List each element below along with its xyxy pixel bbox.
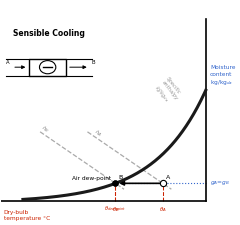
Text: $\theta_{dew\ point}$: $\theta_{dew\ point}$ [104, 205, 127, 215]
Text: B: B [119, 175, 123, 180]
Text: Moisture
content
kg/kg$_{da}$: Moisture content kg/kg$_{da}$ [210, 65, 236, 88]
Circle shape [39, 61, 56, 74]
Text: $h_A$: $h_A$ [92, 127, 104, 139]
Text: A: A [166, 175, 170, 180]
Text: Air dew-point: Air dew-point [72, 176, 111, 181]
Text: $h_B$: $h_B$ [39, 123, 51, 135]
Text: $g_A$=$g_B$: $g_A$=$g_B$ [210, 179, 230, 187]
Text: $\theta_A$: $\theta_A$ [159, 205, 167, 214]
Text: B: B [92, 60, 95, 65]
Text: Sensible Cooling: Sensible Cooling [13, 29, 85, 38]
Text: Specific
enthalpy
kJ/kg$_{da}$: Specific enthalpy kJ/kg$_{da}$ [152, 76, 184, 108]
FancyBboxPatch shape [29, 58, 66, 76]
Text: Dry-bulb
temperature °C: Dry-bulb temperature °C [4, 210, 50, 221]
Text: $\theta_B$: $\theta_B$ [112, 205, 119, 214]
Text: A: A [6, 60, 10, 65]
